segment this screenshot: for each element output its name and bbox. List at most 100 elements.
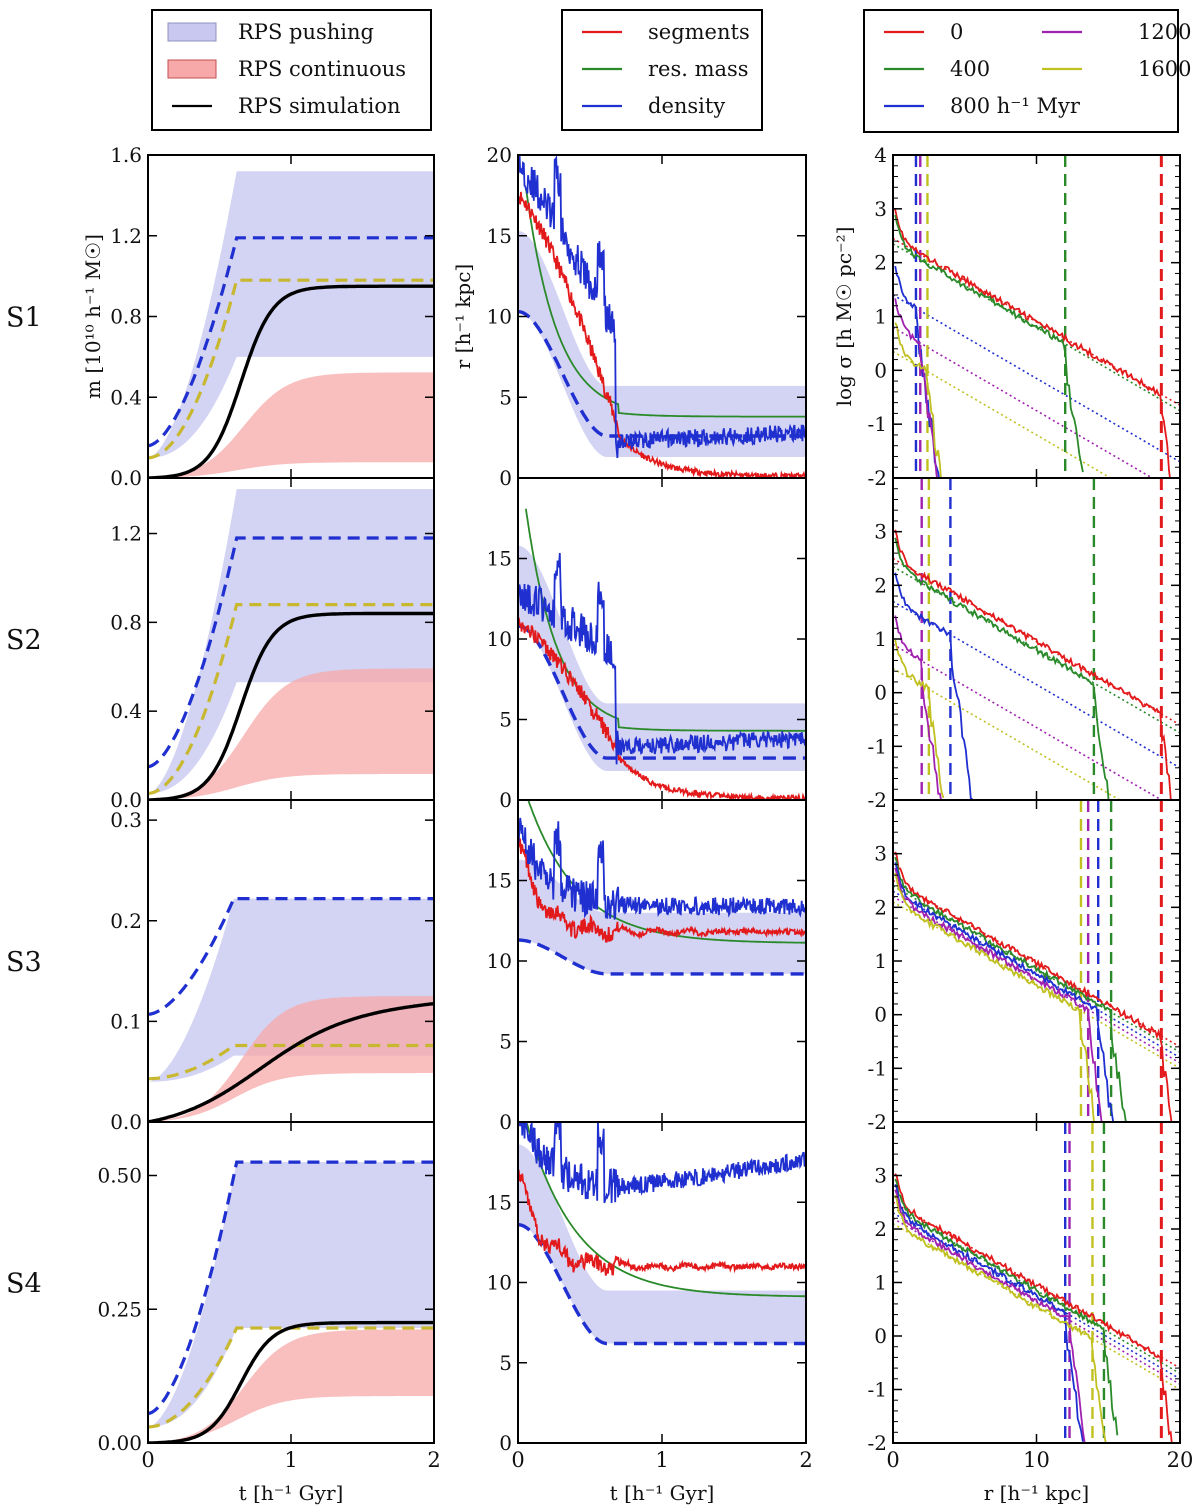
y-tick-label: -1 (868, 1056, 887, 1080)
surface-density-profile (894, 862, 1115, 1122)
density-line (518, 155, 806, 459)
blue-dashed-line (148, 536, 434, 769)
profile-panel-2 (893, 478, 1180, 800)
surface-density-profile (894, 322, 942, 478)
exp-fit-line (893, 667, 1122, 800)
rps-simulation-line (148, 611, 434, 800)
y-tick-label: -1 (868, 412, 887, 436)
y-tick-label: 1.2 (110, 224, 142, 248)
panel-frame (892, 1121, 1181, 1444)
blue-dashed-line (148, 1160, 434, 1416)
segments-line (518, 191, 806, 478)
blue-dashed-line (518, 938, 806, 976)
row-label: S1 (6, 303, 42, 334)
x-axis-label: t [h⁻¹ Gyr] (239, 1481, 344, 1505)
y-tick-label: -2 (868, 788, 887, 812)
y-tick-label: 0.50 (97, 1164, 142, 1188)
exp-fit-line (893, 350, 1113, 478)
y-tick-label: 10 (487, 627, 512, 651)
mass-panel-3 (148, 897, 434, 1122)
radius-panel-3 (518, 800, 806, 976)
surface-density-profile (894, 856, 1127, 1122)
profile-panel-4 (893, 1122, 1180, 1443)
y-tick-label: -2 (868, 1110, 887, 1134)
y-tick-label: 0.0 (110, 466, 142, 490)
y-tick-label: 3 (874, 520, 887, 544)
mass-panel-4 (148, 1160, 434, 1443)
surface-density-profile (894, 537, 1110, 800)
rps-continuous-band (148, 1329, 434, 1443)
panel-frame (892, 154, 1181, 479)
legend-label: 400 (950, 57, 990, 81)
y-tick-label: 0.4 (110, 699, 142, 723)
y-tick-label: 0.25 (97, 1297, 142, 1321)
y-tick-label: 10 (487, 1271, 512, 1295)
y-tick-label: 15 (487, 869, 512, 893)
y-tick-label: -1 (868, 1378, 887, 1402)
y-tick-label: -1 (868, 734, 887, 758)
mass-panel-2 (148, 489, 434, 800)
y-tick-label: 2 (874, 1217, 887, 1241)
res-mass-line (525, 187, 806, 418)
profile-panel-3 (893, 800, 1180, 1122)
blue-dashed-line (518, 1223, 806, 1346)
y-tick-label: 0.1 (110, 1009, 142, 1033)
y-tick-label: 0.3 (110, 808, 142, 832)
y-tick-label: 0 (499, 1431, 512, 1455)
segments-line (518, 1169, 806, 1276)
yellow-dashed-line (148, 1043, 434, 1081)
surface-density-profile (894, 572, 974, 800)
radius-panel-2 (518, 508, 806, 800)
segments-line (518, 837, 806, 943)
surface-density-profile (894, 529, 1172, 800)
exp-fit-line (893, 294, 1180, 463)
row-label: S4 (6, 1269, 42, 1300)
legend-label: 0 (950, 20, 963, 44)
surface-density-profile (894, 851, 1173, 1122)
surface-density-profile (894, 1194, 1107, 1443)
rps-continuous-band (148, 996, 434, 1122)
y-tick-label: 0.8 (110, 610, 142, 634)
y-tick-label: 5 (499, 385, 512, 409)
surface-density-profile (894, 1189, 1086, 1443)
legend-label: segments (648, 20, 750, 44)
density-line (518, 817, 806, 920)
rps-continuous-band (148, 372, 434, 478)
legend-box (863, 9, 1179, 133)
y-tick-label: 15 (487, 224, 512, 248)
y-tick-label: 1 (874, 627, 887, 651)
density-line (518, 1122, 806, 1204)
y-tick-label: 2 (874, 895, 887, 919)
radius-panel-1 (518, 155, 806, 478)
y-tick-label: 3 (874, 1164, 887, 1188)
profile-panel-1 (893, 155, 1180, 478)
x-tick-label: 1 (284, 1448, 297, 1472)
surface-density-profile (894, 1183, 1084, 1442)
y-tick-label: 1.2 (110, 522, 142, 546)
legend-label: RPS simulation (238, 94, 401, 118)
rps-pushing-band (518, 230, 806, 457)
y-tick-label: 0.0 (110, 788, 142, 812)
surface-density-profile (894, 867, 1104, 1122)
y-tick-label: 1.6 (110, 143, 142, 167)
y-tick-label: 0 (499, 466, 512, 490)
x-tick-label: 0 (141, 1448, 154, 1472)
y-tick-label: 3 (874, 197, 887, 221)
exp-fit-line (893, 600, 1180, 769)
y-tick-label: 5 (499, 1351, 512, 1375)
legend-label: 1200 (1138, 20, 1191, 44)
surface-density-profile (894, 872, 1095, 1122)
y-tick-label: 0 (874, 1324, 887, 1348)
y-tick-label: -2 (868, 1431, 887, 1455)
row-label: S2 (6, 625, 42, 656)
rps-simulation-line (148, 284, 434, 478)
exp-fit-line (893, 326, 1154, 478)
y-tick-label: 10 (487, 305, 512, 329)
surface-density-profile (894, 1173, 1173, 1443)
legends-layer: RPS pushing RPS continuous RPS simulation s… (151, 9, 1191, 133)
surface-density-profile (894, 615, 942, 800)
panels-layer (147, 154, 1181, 1444)
y-tick-label: 0.4 (110, 385, 142, 409)
legend-label: RPS pushing (238, 20, 374, 44)
x-tick-label: 20 (1167, 1448, 1194, 1472)
